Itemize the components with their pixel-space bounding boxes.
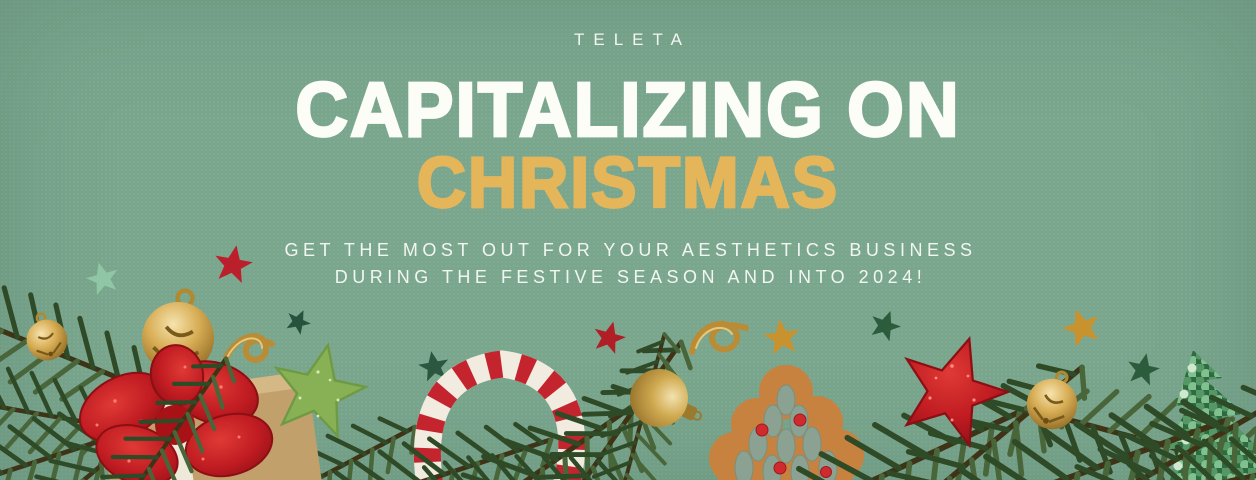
brand-text: TELETA	[574, 30, 691, 49]
text-block: TELETA CAPITALIZING ON CHRISTMAS GET THE…	[0, 30, 1256, 291]
star-confetti-gold	[761, 316, 803, 356]
green-glitter-star	[265, 336, 372, 440]
subtitle: GET THE MOST OUT FOR YOUR AESTHETICS BUS…	[0, 237, 1256, 291]
gold-ornament-ball	[630, 369, 703, 427]
red-glitter-star	[887, 322, 1020, 451]
star-confetti-green	[282, 304, 315, 337]
star-confetti-green	[1124, 350, 1163, 387]
star-confetti-green	[866, 305, 905, 344]
gold-ribbon-curl	[689, 320, 749, 355]
subtitle-line-2: DURING THE FESTIVE SEASON AND INTO 2024!	[334, 267, 927, 288]
red-glitter-bow	[79, 344, 274, 480]
star-confetti-gold	[1057, 303, 1106, 350]
gold-ribbon-curl	[223, 333, 275, 363]
title-line-1: CAPITALIZING ON	[294, 67, 961, 153]
subtitle-line-1: GET THE MOST OUT FOR YOUR AESTHETICS BUS…	[284, 240, 977, 261]
title-line-2: CHRISTMAS	[416, 143, 840, 224]
star-confetti-red	[589, 317, 629, 356]
